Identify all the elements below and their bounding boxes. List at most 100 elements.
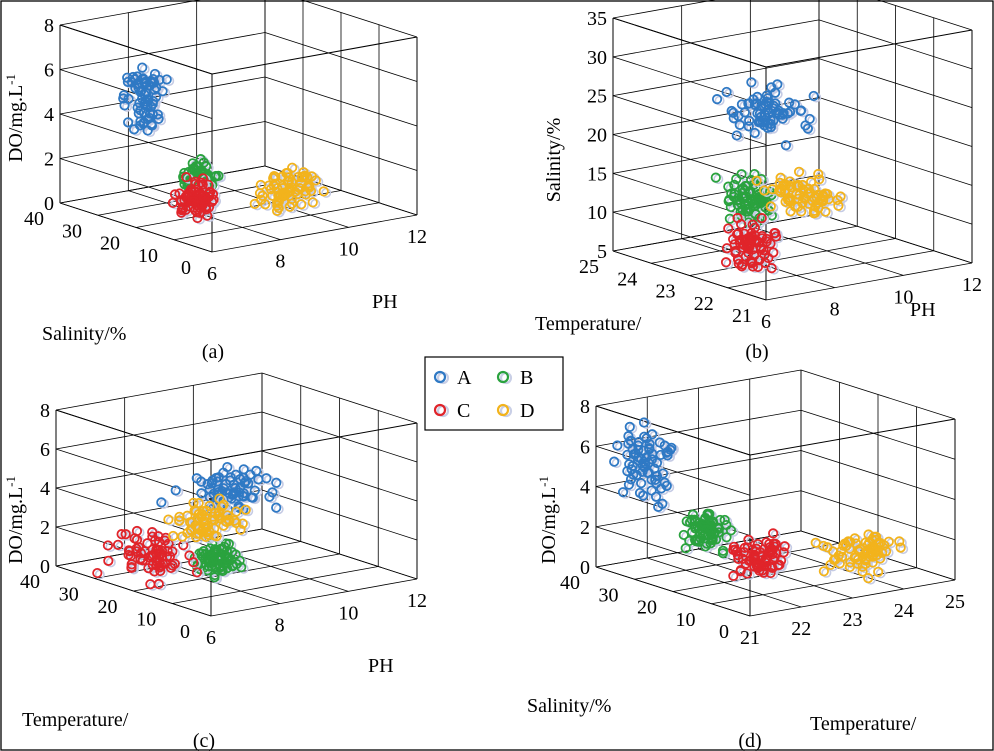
data-point xyxy=(724,194,735,205)
data-point xyxy=(186,525,197,536)
y-tick-label: 10 xyxy=(676,609,696,631)
y-tick-label: 0 xyxy=(181,257,191,279)
panel-caption: (c) xyxy=(193,730,215,751)
data-point xyxy=(728,570,739,581)
x-tick-label: 8 xyxy=(830,299,840,321)
x-axis-label: PH xyxy=(372,291,398,313)
data-point xyxy=(732,212,743,224)
z-tick-label: 4 xyxy=(40,478,50,500)
x-tick-label: 6 xyxy=(761,311,771,333)
y-axis-label: Temperature/ xyxy=(535,313,642,335)
x-tick-label: 6 xyxy=(206,627,216,649)
x-axis-label: Temperature/ xyxy=(810,713,917,735)
grid-line xyxy=(595,526,751,577)
legend-marker-a xyxy=(433,370,447,384)
data-point xyxy=(721,532,732,543)
data-point xyxy=(701,524,712,535)
data-point xyxy=(894,536,905,547)
data-point xyxy=(131,525,143,537)
data-point xyxy=(755,241,766,252)
series-d xyxy=(163,493,254,544)
grid-line xyxy=(55,411,263,450)
data-point xyxy=(639,431,650,442)
data-point xyxy=(251,465,262,476)
data-point xyxy=(271,477,282,488)
grid-line xyxy=(765,262,973,301)
data-point xyxy=(653,501,664,512)
data-point xyxy=(804,188,816,199)
data-point xyxy=(112,539,124,550)
x-axis-label: PH xyxy=(368,655,394,677)
data-point xyxy=(771,108,782,119)
data-point xyxy=(793,166,805,177)
series-b xyxy=(678,508,739,560)
data-point xyxy=(289,186,301,197)
data-point xyxy=(191,567,203,578)
data-point xyxy=(132,102,143,113)
data-point xyxy=(223,538,234,549)
data-point xyxy=(770,98,781,109)
data-point xyxy=(779,541,790,552)
data-point xyxy=(762,93,773,104)
data-point xyxy=(867,534,878,545)
data-point xyxy=(143,94,154,106)
data-point xyxy=(135,553,146,564)
data-point xyxy=(131,546,142,557)
x-tick-label: 12 xyxy=(962,274,982,296)
data-point xyxy=(880,546,892,557)
data-point xyxy=(678,529,689,541)
grid-line xyxy=(264,32,418,82)
z-tick-label: 0 xyxy=(40,556,50,578)
z-tick-label: 2 xyxy=(44,149,54,171)
data-point xyxy=(828,546,839,557)
grid-line xyxy=(612,0,716,19)
x-axis-label: PH xyxy=(910,299,936,321)
grid-line xyxy=(818,19,973,70)
data-point xyxy=(805,176,817,188)
data-point xyxy=(231,506,242,517)
grid-line xyxy=(55,565,212,617)
x-tick-label: 23 xyxy=(843,609,863,631)
grid-line xyxy=(59,121,266,159)
data-point xyxy=(623,479,635,490)
data-point xyxy=(204,186,215,198)
grid-line xyxy=(59,32,266,70)
data-point xyxy=(766,82,777,93)
y-tick-label: 40 xyxy=(24,208,44,230)
data-point xyxy=(148,73,159,85)
data-point xyxy=(234,487,245,498)
y-tick-label: 25 xyxy=(579,256,599,278)
data-point xyxy=(279,189,290,200)
legend-label-a: A xyxy=(457,367,472,389)
data-point xyxy=(857,566,868,577)
x-tick-label: 8 xyxy=(275,615,285,637)
grid-line xyxy=(595,445,751,496)
data-point xyxy=(857,561,868,572)
x-tick-label: 12 xyxy=(407,226,427,248)
data-point xyxy=(766,263,777,274)
data-point xyxy=(196,509,207,520)
data-point xyxy=(310,175,321,186)
data-point xyxy=(188,196,200,207)
data-point xyxy=(207,514,218,525)
data-point xyxy=(255,179,266,191)
data-point xyxy=(816,193,827,204)
grid-line xyxy=(261,450,418,502)
z-tick-label: 2 xyxy=(40,517,50,539)
grid-line xyxy=(55,372,263,411)
data-point xyxy=(625,436,637,447)
data-point xyxy=(810,201,821,212)
data-point xyxy=(711,94,723,105)
data-point xyxy=(152,545,163,557)
data-point xyxy=(733,553,744,564)
data-point xyxy=(216,543,227,554)
legend-label-b: B xyxy=(520,367,533,389)
grid-line xyxy=(689,238,896,276)
data-point xyxy=(264,491,275,502)
data-point xyxy=(713,527,724,538)
data-point xyxy=(765,201,776,212)
grid-line xyxy=(800,490,956,541)
data-point xyxy=(809,207,821,219)
box-line xyxy=(749,418,956,456)
